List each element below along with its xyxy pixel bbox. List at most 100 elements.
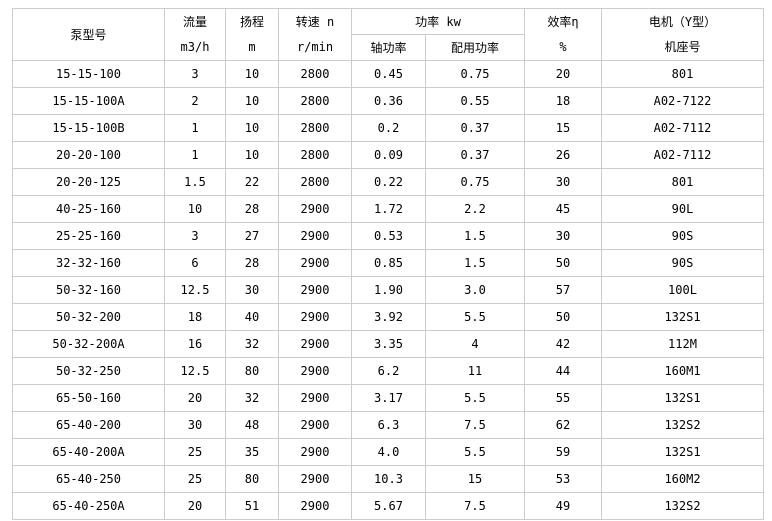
cell-shaft-power: 6.2 — [351, 357, 426, 385]
cell-matched-power: 11 — [425, 357, 525, 385]
table-row: 25-25-160 3 27 2900 0.53 1.5 30 90S — [12, 222, 764, 250]
table-row: 50-32-200A 16 32 2900 3.35 4 42 112M — [12, 330, 764, 358]
table-row: 65-40-200 30 48 2900 6.3 7.5 62 132S2 — [12, 411, 764, 439]
cell-matched-power: 0.37 — [425, 114, 525, 142]
cell-speed: 2900 — [278, 222, 352, 250]
cell-head: 28 — [225, 195, 279, 223]
cell-pump-model: 25-25-160 — [12, 222, 165, 250]
cell-speed: 2900 — [278, 411, 352, 439]
cell-flow: 30 — [164, 411, 226, 439]
cell-pump-model: 65-40-250 — [12, 465, 165, 493]
table-body: 15-15-100 3 10 2800 0.45 0.75 20 801 15-… — [12, 60, 764, 520]
cell-flow: 1 — [164, 141, 226, 169]
col-header-power-group: 功率 kw — [351, 8, 525, 35]
table-row: 65-40-250A 20 51 2900 5.67 7.5 49 132S2 — [12, 492, 764, 520]
cell-flow: 20 — [164, 384, 226, 412]
cell-flow: 10 — [164, 195, 226, 223]
cell-speed: 2900 — [278, 465, 352, 493]
table-row: 50-32-250 12.5 80 2900 6.2 11 44 160M1 — [12, 357, 764, 385]
cell-motor-frame: 801 — [601, 60, 764, 88]
col-header-head: 扬程 m — [225, 8, 279, 61]
cell-pump-model: 32-32-160 — [12, 249, 165, 277]
cell-head: 48 — [225, 411, 279, 439]
cell-matched-power: 5.5 — [425, 438, 525, 466]
cell-matched-power: 0.37 — [425, 141, 525, 169]
table-row: 65-40-200A 25 35 2900 4.0 5.5 59 132S1 — [12, 438, 764, 466]
cell-shaft-power: 0.2 — [351, 114, 426, 142]
cell-flow: 1 — [164, 114, 226, 142]
cell-shaft-power: 0.53 — [351, 222, 426, 250]
col-header-flow: 流量 m3/h — [164, 8, 226, 61]
cell-matched-power: 3.0 — [425, 276, 525, 304]
cell-motor-frame: A02-7112 — [601, 141, 764, 169]
cell-motor-frame: 160M1 — [601, 357, 764, 385]
col-header-head-unit: m — [248, 39, 256, 54]
cell-shaft-power: 5.67 — [351, 492, 426, 520]
cell-motor-frame: 90L — [601, 195, 764, 223]
cell-motor-frame: 132S1 — [601, 438, 764, 466]
cell-motor-frame: 112M — [601, 330, 764, 358]
cell-speed: 2800 — [278, 141, 352, 169]
cell-head: 28 — [225, 249, 279, 277]
cell-efficiency: 15 — [524, 114, 602, 142]
table-row: 40-25-160 10 28 2900 1.72 2.2 45 90L — [12, 195, 764, 223]
pump-spec-table: 泵型号 流量 m3/h 扬程 m 转速 n r/min 功率 kw 效率η % … — [12, 8, 764, 520]
cell-efficiency: 53 — [524, 465, 602, 493]
cell-pump-model: 65-40-200A — [12, 438, 165, 466]
cell-matched-power: 0.75 — [425, 60, 525, 88]
cell-speed: 2900 — [278, 330, 352, 358]
cell-pump-model: 65-40-200 — [12, 411, 165, 439]
cell-head: 10 — [225, 114, 279, 142]
cell-efficiency: 26 — [524, 141, 602, 169]
cell-pump-model: 50-32-250 — [12, 357, 165, 385]
cell-matched-power: 15 — [425, 465, 525, 493]
cell-pump-model: 40-25-160 — [12, 195, 165, 223]
cell-motor-frame: 132S2 — [601, 411, 764, 439]
table-row: 65-40-250 25 80 2900 10.3 15 53 160M2 — [12, 465, 764, 493]
cell-pump-model: 50-32-200 — [12, 303, 165, 331]
cell-pump-model: 65-40-250A — [12, 492, 165, 520]
col-header-head-label: 扬程 — [239, 14, 264, 29]
cell-pump-model: 65-50-160 — [12, 384, 165, 412]
cell-efficiency: 30 — [524, 168, 602, 196]
cell-head: 32 — [225, 384, 279, 412]
cell-head: 80 — [225, 357, 279, 385]
cell-efficiency: 20 — [524, 60, 602, 88]
cell-shaft-power: 0.22 — [351, 168, 426, 196]
cell-matched-power: 0.55 — [425, 87, 525, 115]
cell-pump-model: 15-15-100 — [12, 60, 165, 88]
cell-matched-power: 5.5 — [425, 384, 525, 412]
cell-speed: 2900 — [278, 195, 352, 223]
cell-flow: 25 — [164, 465, 226, 493]
cell-motor-frame: 90S — [601, 249, 764, 277]
cell-speed: 2800 — [278, 60, 352, 88]
cell-efficiency: 44 — [524, 357, 602, 385]
cell-efficiency: 59 — [524, 438, 602, 466]
cell-flow: 12.5 — [164, 276, 226, 304]
cell-pump-model: 20-20-125 — [12, 168, 165, 196]
cell-efficiency: 42 — [524, 330, 602, 358]
cell-shaft-power: 3.17 — [351, 384, 426, 412]
table-row: 15-15-100A 2 10 2800 0.36 0.55 18 A02-71… — [12, 87, 764, 115]
cell-flow: 1.5 — [164, 168, 226, 196]
cell-efficiency: 57 — [524, 276, 602, 304]
cell-speed: 2900 — [278, 357, 352, 385]
cell-pump-model: 20-20-100 — [12, 141, 165, 169]
table-row: 20-20-125 1.5 22 2800 0.22 0.75 30 801 — [12, 168, 764, 196]
cell-shaft-power: 1.72 — [351, 195, 426, 223]
cell-efficiency: 49 — [524, 492, 602, 520]
cell-shaft-power: 0.36 — [351, 87, 426, 115]
col-header-motor: 电机（Y型） 机座号 — [601, 8, 764, 61]
cell-matched-power: 1.5 — [425, 249, 525, 277]
cell-speed: 2900 — [278, 276, 352, 304]
cell-head: 40 — [225, 303, 279, 331]
col-header-flow-unit: m3/h — [180, 39, 210, 54]
cell-head: 35 — [225, 438, 279, 466]
cell-motor-frame: 132S2 — [601, 492, 764, 520]
cell-shaft-power: 6.3 — [351, 411, 426, 439]
cell-efficiency: 62 — [524, 411, 602, 439]
col-header-shaft-power: 轴功率 — [351, 34, 426, 61]
cell-head: 51 — [225, 492, 279, 520]
cell-flow: 25 — [164, 438, 226, 466]
cell-flow: 3 — [164, 60, 226, 88]
